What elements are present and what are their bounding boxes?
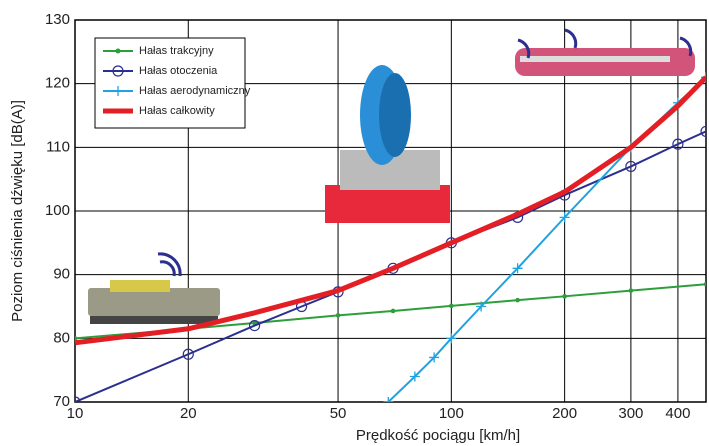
y-tick-label: 80 — [53, 329, 70, 346]
decor-wheel — [325, 65, 450, 223]
x-tick-label: 50 — [330, 405, 347, 422]
legend-label: Hałas otoczenia — [139, 65, 218, 77]
y-tick-label: 130 — [45, 11, 70, 28]
point — [391, 309, 396, 314]
y-tick-label: 110 — [46, 138, 70, 155]
chart: Prędkość pociągu [km/h] Poziom ciśnienia… — [0, 0, 709, 446]
point — [704, 282, 709, 287]
decor-high-speed-train — [515, 30, 695, 76]
x-tick-label: 300 — [618, 405, 643, 422]
x-tick-label: 10 — [67, 405, 84, 422]
x-axis-label: Prędkość pociągu [km/h] — [356, 427, 520, 444]
legend-marker — [116, 49, 121, 54]
point — [515, 298, 520, 303]
page: {"chart_data": {"type": "line", "x_label… — [0, 0, 709, 446]
x-tick-label: 100 — [439, 405, 464, 422]
legend-label: Hałas aerodynamiczny — [139, 85, 251, 97]
legend-label: Hałas całkowity — [139, 105, 215, 117]
y-tick-label: 90 — [53, 266, 70, 283]
point — [449, 304, 454, 309]
legend-label: Hałas trakcyjny — [139, 45, 214, 57]
y-tick-label: 120 — [45, 75, 70, 92]
point — [562, 294, 567, 299]
point — [629, 288, 634, 293]
point — [73, 336, 78, 341]
decor-locomotive — [88, 254, 220, 324]
x-tick-label: 200 — [552, 405, 577, 422]
y-tick-label: 100 — [45, 202, 70, 219]
x-tick-label: 400 — [665, 405, 690, 422]
y-axis-label: Poziom ciśnienia dźwięku [dB(A)] — [9, 100, 26, 322]
x-tick-label: 20 — [180, 405, 197, 422]
point — [336, 313, 341, 318]
